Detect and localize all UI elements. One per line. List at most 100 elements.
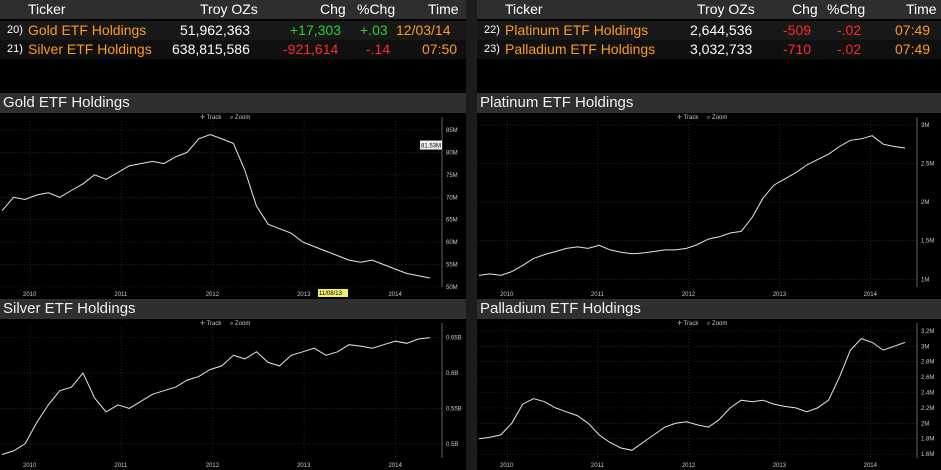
chart-controls: ✛ Track ⌕ Zoom (200, 114, 250, 121)
row-pct-chg: -.02 (837, 41, 862, 57)
table-header: Ticker Troy OZs Chg %Chg Time (0, 0, 466, 19)
chart-title: Gold ETF Holdings (0, 93, 466, 113)
x-tick-label: 2012 (206, 292, 220, 298)
y-tick-label: 2M (921, 421, 929, 427)
row-chg: +17,303 (290, 22, 341, 38)
zoom-control: ⌕ Zoom (230, 115, 250, 121)
x-tick-label: 2014 (388, 292, 402, 298)
row-ticker[interactable]: Gold ETF Holdings (28, 22, 147, 38)
x-tick-label: 2010 (23, 463, 37, 469)
x-tick-label: 2012 (682, 292, 696, 298)
cursor-marker (318, 289, 348, 297)
gold-chart[interactable]: ✛ Track ⌕ Zoom 85M 80M 75M 70M 65M 60M 55M 50M 201… (0, 113, 466, 299)
palladium-chart[interactable]: ✛ Track ⌕ Zoom 3.2M 3M 2.8M 2.6M 2.4M 2.2M 2M 1.8… (477, 319, 941, 470)
chart-controls: ✛ Track ⌕ Zoom (677, 114, 727, 121)
series-line (1, 133, 431, 279)
x-tick-label: 2011 (114, 292, 128, 298)
header-chg[interactable]: Chg (320, 1, 346, 17)
x-tick-label: 2014 (864, 463, 878, 469)
y-tick-label: 60M (446, 240, 458, 246)
row-pct-chg: -.14 (366, 41, 391, 57)
x-tick-label: 2012 (206, 463, 220, 469)
series-line (478, 338, 906, 451)
x-tick-label: 2011 (591, 463, 605, 469)
row-chg: -509 (783, 22, 812, 38)
series-line (1, 337, 431, 455)
track-control: ✛ Track (677, 114, 699, 121)
x-tick-label: 2013 (297, 292, 311, 298)
y-tick-label: 85M (446, 128, 458, 134)
header-pct-chg[interactable]: %Chg (827, 1, 866, 17)
chart-controls: ✛ Track ⌕ Zoom (200, 320, 250, 327)
header-ticker[interactable]: Ticker (28, 1, 66, 17)
zoom-control: ⌕ Zoom (230, 321, 250, 327)
x-tick-label: 2013 (773, 292, 787, 298)
table-row[interactable]: 20) Gold ETF Holdings 51,962,363 +17,303… (0, 21, 466, 40)
y-tick-label: 3M (921, 344, 929, 350)
y-tick-label: 2M (921, 200, 929, 206)
x-tick-label: 2010 (23, 292, 37, 298)
last-value-label: 81.53M (421, 144, 441, 150)
silver-chart[interactable]: ✛ Track ⌕ Zoom 0.65B 0.6B 0.55B 0.5B 2010 2011 2… (0, 319, 466, 470)
x-tick-label: 2011 (114, 463, 128, 469)
row-chg: -921,614 (283, 41, 339, 57)
y-tick-label: 2.5M (921, 161, 934, 167)
x-tick-label: 2013 (773, 463, 787, 469)
table-row[interactable]: 21) Silver ETF Holdings 638,815,586 -921… (0, 40, 466, 59)
y-tick-label: 2.2M (921, 406, 934, 412)
zoom-control: ⌕ Zoom (707, 115, 727, 121)
header-chg[interactable]: Chg (792, 1, 818, 17)
chart-title: Platinum ETF Holdings (477, 93, 941, 113)
header-ticker[interactable]: Ticker (505, 1, 543, 17)
platinum-chart[interactable]: ✛ Track ⌕ Zoom 3M 2.5M 2M 1.5M 1M 2010 2011 2012 2… (477, 113, 941, 299)
row-troy-ozs: 3,032,733 (690, 41, 753, 57)
table-header: Ticker Troy OZs Chg %Chg Time (477, 0, 941, 19)
silver-chart-panel: Silver ETF Holdings ✛ Track ⌕ Zoom 0.65B 0.… (0, 299, 466, 470)
y-tick-label: 0.55B (446, 406, 462, 412)
chart-controls: ✛ Track ⌕ Zoom (677, 320, 727, 327)
chart-title: Silver ETF Holdings (0, 299, 466, 319)
row-number: 20) (7, 24, 23, 36)
header-pct-chg[interactable]: %Chg (357, 1, 396, 17)
x-tick-label: 2012 (682, 463, 696, 469)
row-ticker[interactable]: Silver ETF Holdings (28, 41, 152, 57)
row-time: 07:50 (422, 41, 458, 57)
row-number: 23) (484, 43, 500, 55)
y-tick-label: 3M (921, 123, 929, 129)
palladium-chart-panel: Palladium ETF Holdings ✛ Track ⌕ Zoom 3.2M… (477, 299, 941, 470)
chart-title: Palladium ETF Holdings (477, 299, 941, 319)
gold-chart-panel: Gold ETF Holdings ✛ Track ⌕ Zoom 85M 80M 75M… (0, 93, 466, 299)
row-pct-chg: -.02 (837, 22, 862, 38)
x-tick-label: 2011 (591, 292, 605, 298)
gold-silver-table: Ticker Troy OZs Chg %Chg Time 20) Gold E… (0, 0, 466, 62)
row-ticker[interactable]: Palladium ETF Holdings (505, 41, 656, 57)
header-time[interactable]: Time (428, 1, 459, 17)
y-tick-label: 70M (446, 195, 458, 201)
row-chg: -710 (783, 41, 812, 57)
row-number: 21) (7, 43, 23, 55)
panel-divider (466, 0, 477, 470)
row-time: 12/03/14 (396, 22, 451, 38)
header-time[interactable]: Time (906, 1, 937, 17)
platinum-chart-panel: Platinum ETF Holdings ✛ Track ⌕ Zoom 3M 2.5… (477, 93, 941, 299)
y-tick-label: 1.8M (921, 437, 934, 443)
row-pct-chg: +.03 (360, 22, 388, 38)
y-tick-label: 2.6M (921, 375, 934, 381)
y-tick-label: 50M (446, 285, 458, 291)
y-tick-label: 0.65B (446, 336, 462, 342)
table-row[interactable]: 22) Platinum ETF Holdings 2,644,536 -509… (477, 21, 941, 40)
zoom-control: ⌕ Zoom (707, 321, 727, 327)
row-troy-ozs: 638,815,586 (172, 41, 250, 57)
cursor-date-label: 11/08/13 (319, 291, 343, 297)
y-tick-label: 0.6B (446, 371, 458, 377)
header-troy-ozs[interactable]: Troy OZs (697, 1, 755, 17)
last-value-marker (420, 140, 442, 150)
y-tick-label: 2.8M (921, 360, 934, 366)
header-troy-ozs[interactable]: Troy OZs (200, 1, 258, 17)
table-row[interactable]: 23) Palladium ETF Holdings 3,032,733 -71… (477, 40, 941, 59)
y-tick-label: 0.5B (446, 442, 458, 448)
y-tick-label: 80M (446, 150, 458, 156)
row-ticker[interactable]: Platinum ETF Holdings (505, 22, 649, 38)
x-tick-label: 2014 (864, 292, 878, 298)
series-line (478, 135, 906, 276)
